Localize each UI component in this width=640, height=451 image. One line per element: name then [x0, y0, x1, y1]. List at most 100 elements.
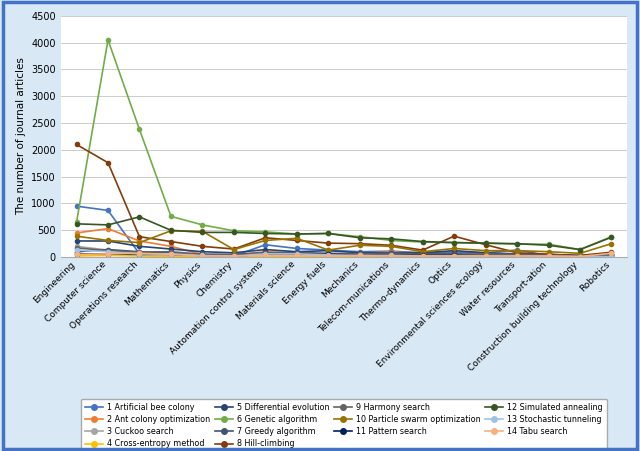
- Line: 9 Harmony search: 9 Harmony search: [74, 246, 614, 258]
- 7 Greedy algorithm: [104, 247, 112, 252]
- 2 Ant colony optimization: [513, 252, 521, 257]
- 4 Cross-entropy method: [230, 254, 237, 259]
- 10 Particle swarm optimization: [293, 235, 301, 241]
- 3 Cuckoo search: [230, 253, 237, 258]
- 4 Cross-entropy method: [198, 254, 206, 259]
- 8 Hill-climbing: [576, 253, 584, 258]
- 1 Artificial bee colony: [545, 253, 552, 258]
- 13 Stochastic tunneling: [387, 253, 395, 258]
- 7 Greedy algorithm: [356, 251, 364, 257]
- 2 Ant colony optimization: [136, 238, 143, 244]
- 9 Harmony search: [576, 253, 584, 259]
- 10 Particle swarm optimization: [167, 228, 175, 234]
- 14 Tabu search: [262, 253, 269, 258]
- 11 Pattern search: [167, 252, 175, 257]
- 10 Particle swarm optimization: [262, 238, 269, 243]
- 3 Cuckoo search: [576, 254, 584, 259]
- 3 Cuckoo search: [607, 253, 615, 259]
- 4 Cross-entropy method: [73, 253, 81, 259]
- 6 Genetic algorithm: [419, 239, 426, 245]
- 12 Simulated annealing: [136, 214, 143, 220]
- 6 Genetic algorithm: [136, 127, 143, 132]
- 2 Ant colony optimization: [545, 252, 552, 257]
- 2 Ant colony optimization: [419, 251, 426, 257]
- 13 Stochastic tunneling: [607, 254, 615, 259]
- 5 Differential evolution: [607, 251, 615, 257]
- 13 Stochastic tunneling: [262, 251, 269, 257]
- 14 Tabu search: [482, 253, 490, 259]
- 8 Hill-climbing: [356, 241, 364, 246]
- 5 Differential evolution: [387, 250, 395, 255]
- 14 Tabu search: [387, 253, 395, 259]
- 9 Harmony search: [387, 252, 395, 257]
- 12 Simulated annealing: [482, 240, 490, 246]
- 7 Greedy algorithm: [451, 251, 458, 257]
- Line: 3 Cuckoo search: 3 Cuckoo search: [74, 244, 614, 258]
- 5 Differential evolution: [324, 248, 332, 253]
- 8 Hill-climbing: [136, 234, 143, 239]
- 6 Genetic algorithm: [482, 240, 490, 246]
- 11 Pattern search: [262, 252, 269, 257]
- 12 Simulated annealing: [576, 247, 584, 252]
- 6 Genetic algorithm: [513, 241, 521, 247]
- 13 Stochastic tunneling: [513, 253, 521, 259]
- 6 Genetic algorithm: [262, 229, 269, 235]
- 12 Simulated annealing: [230, 230, 237, 235]
- 4 Cross-entropy method: [356, 254, 364, 259]
- 1 Artificial bee colony: [324, 248, 332, 253]
- 11 Pattern search: [545, 254, 552, 259]
- Line: 6 Genetic algorithm: 6 Genetic algorithm: [74, 38, 614, 252]
- 3 Cuckoo search: [545, 253, 552, 259]
- 5 Differential evolution: [198, 249, 206, 254]
- 10 Particle swarm optimization: [607, 241, 615, 246]
- 4 Cross-entropy method: [293, 254, 301, 259]
- 10 Particle swarm optimization: [482, 248, 490, 253]
- 12 Simulated annealing: [419, 239, 426, 244]
- 6 Genetic algorithm: [198, 222, 206, 228]
- 10 Particle swarm optimization: [136, 240, 143, 245]
- 1 Artificial bee colony: [356, 249, 364, 254]
- 2 Ant colony optimization: [262, 249, 269, 254]
- 3 Cuckoo search: [293, 251, 301, 257]
- 10 Particle swarm optimization: [387, 244, 395, 249]
- 5 Differential evolution: [293, 249, 301, 254]
- 3 Cuckoo search: [482, 252, 490, 257]
- 7 Greedy algorithm: [419, 251, 426, 257]
- 1 Artificial bee colony: [73, 203, 81, 209]
- 2 Ant colony optimization: [482, 252, 490, 257]
- 6 Genetic algorithm: [356, 234, 364, 239]
- 1 Artificial bee colony: [513, 248, 521, 253]
- 12 Simulated annealing: [73, 221, 81, 226]
- 10 Particle swarm optimization: [451, 246, 458, 251]
- 7 Greedy algorithm: [513, 253, 521, 258]
- 11 Pattern search: [387, 253, 395, 258]
- 2 Ant colony optimization: [73, 230, 81, 235]
- 13 Stochastic tunneling: [576, 254, 584, 259]
- Line: 10 Particle swarm optimization: 10 Particle swarm optimization: [74, 229, 614, 255]
- Line: 11 Pattern search: 11 Pattern search: [74, 252, 614, 258]
- 1 Artificial bee colony: [607, 252, 615, 257]
- 14 Tabu search: [104, 251, 112, 257]
- 13 Stochastic tunneling: [104, 249, 112, 254]
- 8 Hill-climbing: [230, 246, 237, 252]
- 1 Artificial bee colony: [293, 246, 301, 251]
- 12 Simulated annealing: [356, 235, 364, 240]
- 3 Cuckoo search: [73, 244, 81, 249]
- 13 Stochastic tunneling: [73, 248, 81, 253]
- 11 Pattern search: [356, 252, 364, 258]
- 9 Harmony search: [167, 249, 175, 254]
- 2 Ant colony optimization: [451, 252, 458, 257]
- 2 Ant colony optimization: [104, 226, 112, 231]
- 1 Artificial bee colony: [576, 253, 584, 259]
- 3 Cuckoo search: [198, 253, 206, 258]
- 5 Differential evolution: [482, 250, 490, 255]
- 12 Simulated annealing: [324, 231, 332, 236]
- 1 Artificial bee colony: [451, 249, 458, 255]
- 11 Pattern search: [293, 252, 301, 257]
- 4 Cross-entropy method: [167, 254, 175, 259]
- 6 Genetic algorithm: [167, 214, 175, 219]
- 9 Harmony search: [545, 253, 552, 258]
- 1 Artificial bee colony: [136, 251, 143, 257]
- 14 Tabu search: [545, 253, 552, 259]
- 11 Pattern search: [482, 253, 490, 259]
